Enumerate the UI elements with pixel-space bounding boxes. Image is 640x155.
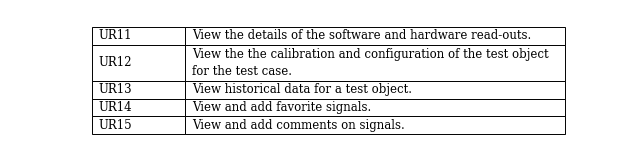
Text: View and add comments on signals.: View and add comments on signals.	[192, 119, 404, 132]
Bar	[184, 99, 565, 116]
Text: UR11: UR11	[99, 29, 132, 42]
Text: View the the calibration and configuration of the test object
for the test case.: View the the calibration and configurati…	[192, 48, 548, 78]
Text: View the details of the software and hardware read-outs.: View the details of the software and har…	[192, 29, 531, 42]
Bar	[92, 99, 184, 116]
Bar	[92, 45, 184, 81]
Bar	[92, 81, 184, 99]
Text: UR12: UR12	[99, 56, 132, 69]
Bar	[184, 116, 565, 134]
Text: UR14: UR14	[99, 101, 132, 114]
Text: View and add favorite signals.: View and add favorite signals.	[192, 101, 371, 114]
Bar	[184, 27, 565, 45]
Bar	[92, 116, 184, 134]
Bar	[184, 81, 565, 99]
Bar	[92, 27, 184, 45]
Text: UR13: UR13	[99, 83, 132, 96]
Text: View historical data for a test object.: View historical data for a test object.	[192, 83, 412, 96]
Bar	[184, 45, 565, 81]
Text: UR15: UR15	[99, 119, 132, 132]
